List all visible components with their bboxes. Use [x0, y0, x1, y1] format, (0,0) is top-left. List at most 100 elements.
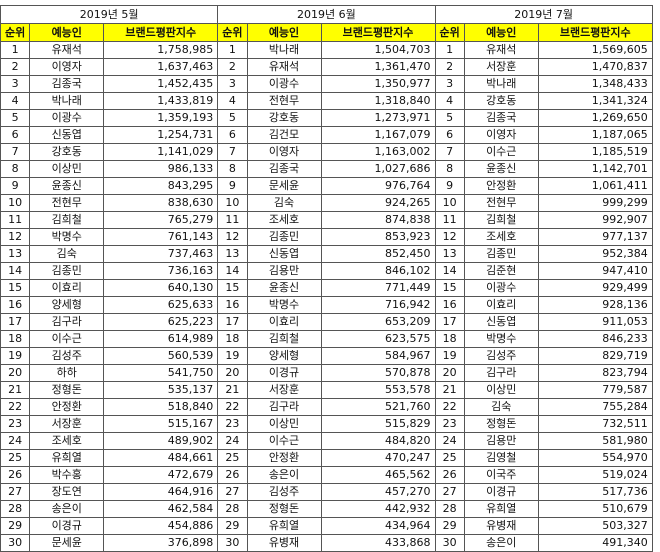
name-cell: 이상민 — [29, 160, 105, 178]
table-row: 6 김건모 1,167,079 — [217, 126, 436, 144]
rank-cell: 3 — [217, 75, 248, 93]
rank-cell: 20 — [0, 364, 31, 382]
rank-cell: 10 — [217, 194, 248, 212]
table-row: 11 김희철 765,279 — [0, 211, 219, 229]
rank-cell: 4 — [217, 92, 248, 110]
name-cell: 이영자 — [246, 143, 322, 161]
table-row: 23 정형돈 732,511 — [434, 415, 653, 433]
table-row: 13 신동엽 852,450 — [217, 245, 436, 263]
index-cell: 1,504,703 — [320, 41, 436, 59]
table-row: 14 김준현 947,410 — [434, 262, 653, 280]
table-row: 1 유재석 1,569,605 — [434, 41, 653, 59]
table-row: 22 안정환 518,840 — [0, 398, 219, 416]
month-table: 2019년 7월 순위 예능인 브랜드평판지수 1 유재석 1,569,605 2 서장훈 1,4… — [434, 5, 653, 552]
name-cell: 유희열 — [463, 500, 539, 518]
rank-cell: 1 — [0, 41, 31, 59]
table-row: 15 이효리 640,130 — [0, 279, 219, 297]
table-row: 6 신동엽 1,254,731 — [0, 126, 219, 144]
table-row: 17 김구라 625,223 — [0, 313, 219, 331]
name-cell: 김종국 — [29, 75, 105, 93]
name-cell: 김종국 — [463, 109, 539, 127]
header-name: 예능인 — [246, 23, 322, 42]
name-cell: 김숙 — [246, 194, 322, 212]
name-cell: 강호동 — [463, 92, 539, 110]
table-row: 25 안정환 470,247 — [217, 449, 436, 467]
table-row: 13 김숙 737,463 — [0, 245, 219, 263]
index-cell: 843,295 — [103, 177, 219, 195]
rank-cell: 15 — [217, 279, 248, 297]
index-cell: 976,764 — [320, 177, 436, 195]
rank-cell: 17 — [217, 313, 248, 331]
rank-cell: 11 — [0, 211, 31, 229]
name-cell: 박나래 — [463, 75, 539, 93]
rank-cell: 24 — [0, 432, 31, 450]
index-cell: 1,187,065 — [537, 126, 653, 144]
rank-cell: 28 — [217, 500, 248, 518]
table-row: 9 문세윤 976,764 — [217, 177, 436, 195]
rank-cell: 26 — [217, 466, 248, 484]
rank-cell: 20 — [434, 364, 465, 382]
table-row: 17 신동엽 911,053 — [434, 313, 653, 331]
index-cell: 929,499 — [537, 279, 653, 297]
rank-cell: 29 — [434, 517, 465, 535]
index-cell: 1,027,686 — [320, 160, 436, 178]
name-cell: 유병재 — [463, 517, 539, 535]
name-cell: 박나래 — [246, 41, 322, 59]
rank-cell: 25 — [217, 449, 248, 467]
index-cell: 846,102 — [320, 262, 436, 280]
index-cell: 640,130 — [103, 279, 219, 297]
index-cell: 376,898 — [103, 534, 219, 552]
rank-cell: 18 — [217, 330, 248, 348]
name-cell: 김성주 — [463, 347, 539, 365]
name-cell: 이영자 — [463, 126, 539, 144]
name-cell: 정형돈 — [463, 415, 539, 433]
rank-cell: 22 — [0, 398, 31, 416]
table-row: 2 서장훈 1,470,837 — [434, 58, 653, 76]
index-cell: 1,433,819 — [103, 92, 219, 110]
rank-cell: 23 — [434, 415, 465, 433]
index-cell: 510,679 — [537, 500, 653, 518]
name-cell: 강호동 — [29, 143, 105, 161]
table-row: 4 박나래 1,433,819 — [0, 92, 219, 110]
rank-cell: 7 — [217, 143, 248, 161]
index-cell: 1,470,837 — [537, 58, 653, 76]
table-row: 18 김희철 623,575 — [217, 330, 436, 348]
name-cell: 이수근 — [29, 330, 105, 348]
index-cell: 521,760 — [320, 398, 436, 416]
name-cell: 문세윤 — [246, 177, 322, 195]
table-row: 27 장도연 464,916 — [0, 483, 219, 501]
table-row: 20 김구라 823,794 — [434, 364, 653, 382]
index-cell: 829,719 — [537, 347, 653, 365]
name-cell: 김용만 — [246, 262, 322, 280]
index-cell: 517,736 — [537, 483, 653, 501]
index-cell: 470,247 — [320, 449, 436, 467]
name-cell: 하하 — [29, 364, 105, 382]
table-row: 5 김종국 1,269,650 — [434, 109, 653, 127]
index-cell: 472,679 — [103, 466, 219, 484]
index-cell: 736,163 — [103, 262, 219, 280]
index-cell: 986,133 — [103, 160, 219, 178]
table-row: 30 송은이 491,340 — [434, 534, 653, 552]
index-cell: 653,209 — [320, 313, 436, 331]
index-cell: 732,511 — [537, 415, 653, 433]
table-row: 4 전현무 1,318,840 — [217, 92, 436, 110]
rank-cell: 26 — [0, 466, 31, 484]
table-row: 20 하하 541,750 — [0, 364, 219, 382]
table-row: 26 박수홍 472,679 — [0, 466, 219, 484]
table-row: 26 이국주 519,024 — [434, 466, 653, 484]
name-cell: 김숙 — [463, 398, 539, 416]
rank-cell: 30 — [0, 534, 31, 552]
rank-cell: 9 — [434, 177, 465, 195]
index-cell: 462,584 — [103, 500, 219, 518]
month-title: 2019년 5월 — [0, 5, 219, 24]
table-row: 30 문세윤 376,898 — [0, 534, 219, 552]
table-row: 19 김성주 829,719 — [434, 347, 653, 365]
rank-cell: 1 — [217, 41, 248, 59]
name-cell: 이영자 — [29, 58, 105, 76]
index-cell: 1,061,411 — [537, 177, 653, 195]
index-cell: 1,142,701 — [537, 160, 653, 178]
index-cell: 614,989 — [103, 330, 219, 348]
table-row: 12 조세호 977,137 — [434, 228, 653, 246]
table-row: 27 이경규 517,736 — [434, 483, 653, 501]
table-row: 5 강호동 1,273,971 — [217, 109, 436, 127]
